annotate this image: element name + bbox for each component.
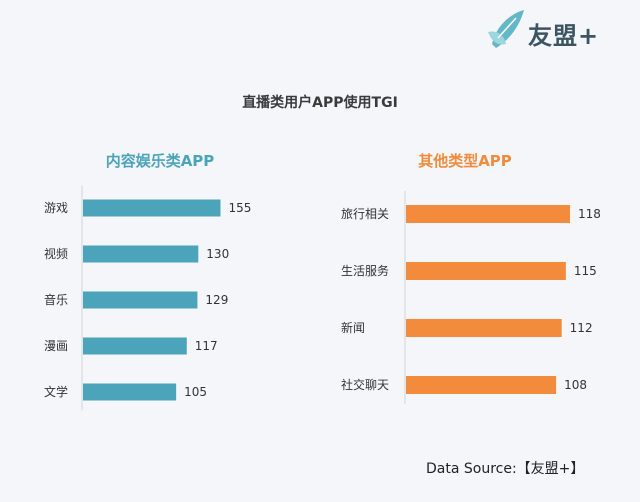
right-category-label: 社交聊天 xyxy=(341,377,389,392)
right-value-label: 115 xyxy=(574,264,597,278)
left-category-label: 游戏 xyxy=(44,201,68,215)
left-bar xyxy=(83,383,177,401)
left-category-label: 文学 xyxy=(44,384,68,399)
right-value-label: 108 xyxy=(564,378,587,392)
right-category-label: 新闻 xyxy=(341,320,365,335)
left-category-label: 音乐 xyxy=(44,292,68,307)
left-category-label: 视频 xyxy=(44,246,68,261)
leaf-icon xyxy=(488,10,524,48)
left-value-label: 129 xyxy=(205,293,228,307)
left-bar xyxy=(83,245,199,263)
left-bar xyxy=(83,291,198,309)
brand-name: 友盟+ xyxy=(528,22,600,50)
right-category-label: 旅行相关 xyxy=(341,207,389,221)
left-bar xyxy=(83,337,187,355)
brand-logo: 友盟+ xyxy=(486,8,636,58)
right-category-label: 生活服务 xyxy=(341,263,389,278)
left-chart-title: 内容娱乐类APP xyxy=(105,152,215,170)
right-chart-title: 其他类型APP xyxy=(418,152,512,170)
right-value-label: 118 xyxy=(578,207,601,221)
right-value-label: 112 xyxy=(570,321,593,335)
right-bar xyxy=(406,205,571,223)
left-value-label: 117 xyxy=(195,339,218,353)
page-title: 直播类用户APP使用TGI xyxy=(242,95,398,111)
right-bar xyxy=(406,319,562,337)
right-bar xyxy=(406,262,566,280)
data-source: Data Source:【友盟+】 xyxy=(426,461,585,477)
left-bar xyxy=(83,199,221,217)
left-category-label: 漫画 xyxy=(44,339,68,353)
left-value-label: 155 xyxy=(228,201,251,215)
right-bar xyxy=(406,376,557,394)
left-value-label: 130 xyxy=(206,247,229,261)
left-value-label: 105 xyxy=(184,385,207,399)
